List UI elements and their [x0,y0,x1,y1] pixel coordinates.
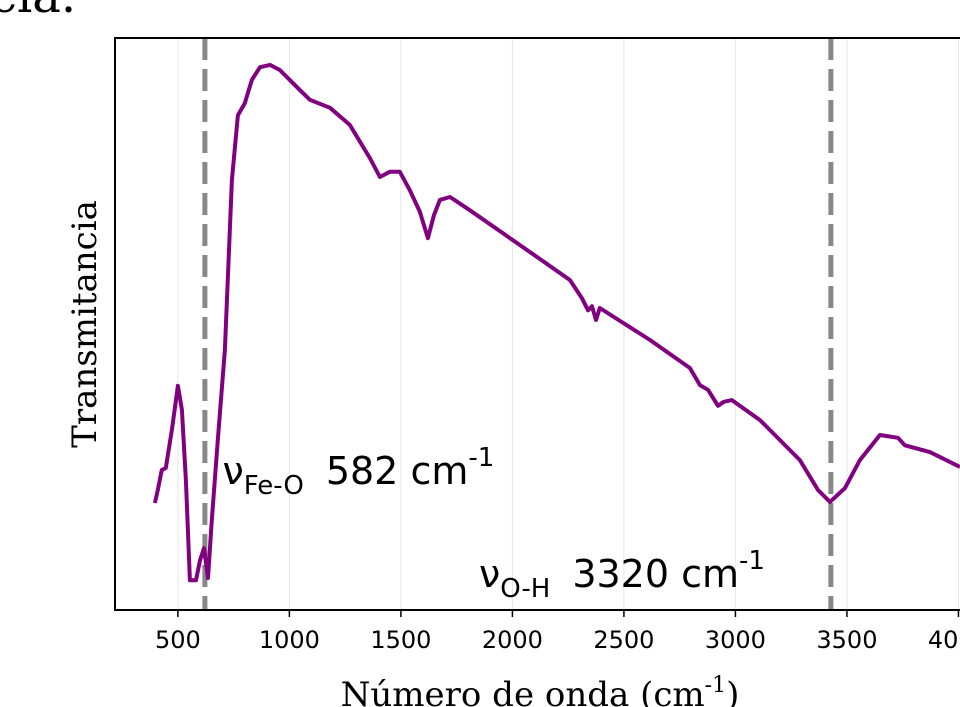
x-label-sup: -1 [705,673,726,698]
plot-frame [114,37,960,611]
annotation-symbol: ν [222,449,243,493]
x-tick-label: 2000 [482,626,543,654]
annotation: νO-H 3320 cm-1 [479,546,765,604]
x-tick-label: 1000 [259,626,320,654]
annotation-text: 3320 cm [572,552,739,596]
y-axis-label: Transmitancia [65,200,105,448]
x-tick-label: 500 [155,626,201,654]
x-label-text: Número de onda (cm [341,675,705,707]
x-tick-label: 3500 [816,626,877,654]
x-tick-label: 4000 [928,626,960,654]
data-line [152,62,960,583]
annotation-sup: -1 [468,443,494,473]
annotation-text: 582 cm [326,449,469,493]
x-axis-label: Número de onda (cm-1) [341,673,740,707]
x-tick-label: 1500 [370,626,431,654]
annotation-sup: -1 [739,546,765,576]
annotation-sub: Fe-O [244,471,304,501]
x-label-end: ) [726,675,739,707]
annotation-sub: O-H [500,574,550,604]
chart-title: cia. [0,0,76,24]
annotation-symbol: ν [479,552,500,596]
annotation: νFe-O 582 cm-1 [222,443,494,501]
x-tick-label: 3000 [705,626,766,654]
x-tick-label: 2500 [593,626,654,654]
